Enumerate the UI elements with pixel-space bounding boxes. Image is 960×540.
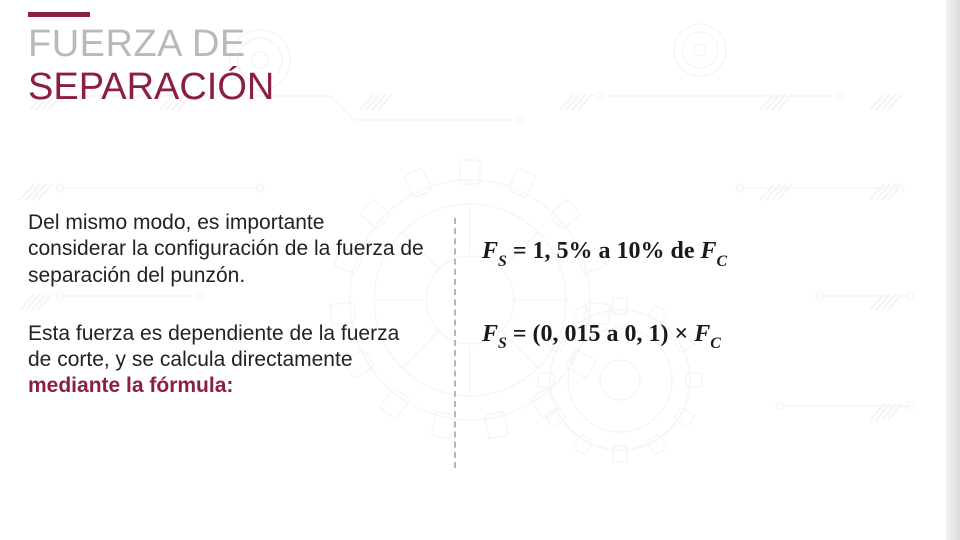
f2-rhs-var: F xyxy=(694,321,710,347)
text-column: Del mismo modo, es importante considerar… xyxy=(28,210,428,468)
paragraph-2-bold: mediante la fórmula: xyxy=(28,374,233,397)
f1-rhs-sub: C xyxy=(717,253,728,270)
f2-lhs-sub: S xyxy=(498,335,507,352)
formula-1: FS = 1, 5% a 10% de FC xyxy=(482,238,920,269)
formula-2: FS = (0, 015 a 0, 1) × FC xyxy=(482,321,920,352)
formula-column: FS = 1, 5% a 10% de FC FS = (0, 015 a 0,… xyxy=(482,210,920,468)
title-line-1: FUERZA DE xyxy=(28,23,274,66)
f2-lhs-var: F xyxy=(482,321,498,347)
title-accent-rule xyxy=(28,12,90,17)
f1-rhs-var: F xyxy=(701,238,717,264)
f2-eq: = xyxy=(507,321,533,347)
title-line-2: SEPARACIÓN xyxy=(28,66,274,109)
right-edge-shadow xyxy=(946,0,960,540)
paragraph-2: Esta fuerza es dependiente de la fuerza … xyxy=(28,321,428,400)
f2-rhs-sub: C xyxy=(710,335,721,352)
f1-eq: = xyxy=(507,238,533,264)
paragraph-2-prefix: Esta fuerza es dependiente de la fuerza … xyxy=(28,322,399,371)
slide-title: FUERZA DE SEPARACIÓN xyxy=(28,12,274,109)
vertical-divider xyxy=(454,218,456,468)
f1-lhs-var: F xyxy=(482,238,498,264)
f1-rhs: 1, 5% a 10% de xyxy=(533,238,701,264)
f1-lhs-sub: S xyxy=(498,253,507,270)
f2-rhs-open: (0, 015 a 0, 1) × xyxy=(533,321,695,347)
content-row: Del mismo modo, es importante considerar… xyxy=(28,210,920,468)
paragraph-1: Del mismo modo, es importante considerar… xyxy=(28,210,428,289)
